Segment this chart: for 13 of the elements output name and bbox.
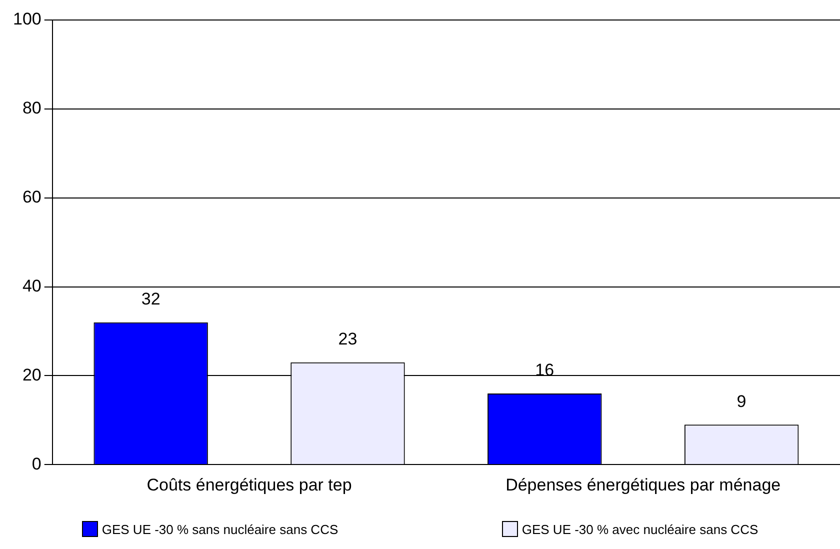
y-tick-label: 20 [22,365,42,384]
y-tick-label: 100 [12,10,42,29]
y-tick-label: 0 [32,454,42,474]
data-label: 32 [141,290,160,309]
y-tick-label: 40 [22,276,42,296]
data-label: 23 [338,330,358,349]
x-tick-label: Dépenses énergétiques par ménage [506,475,781,494]
legend-label: GES UE -30 % avec nucléaire sans CCS [522,522,758,536]
x-tick-label: Coûts énergétiques par tep [146,475,352,494]
data-label: 9 [736,392,746,411]
y-tick-label: 80 [22,98,42,118]
legend-label: GES UE -30 % sans nucléaire sans CCS [102,522,338,536]
y-tick-label: 60 [22,188,42,207]
